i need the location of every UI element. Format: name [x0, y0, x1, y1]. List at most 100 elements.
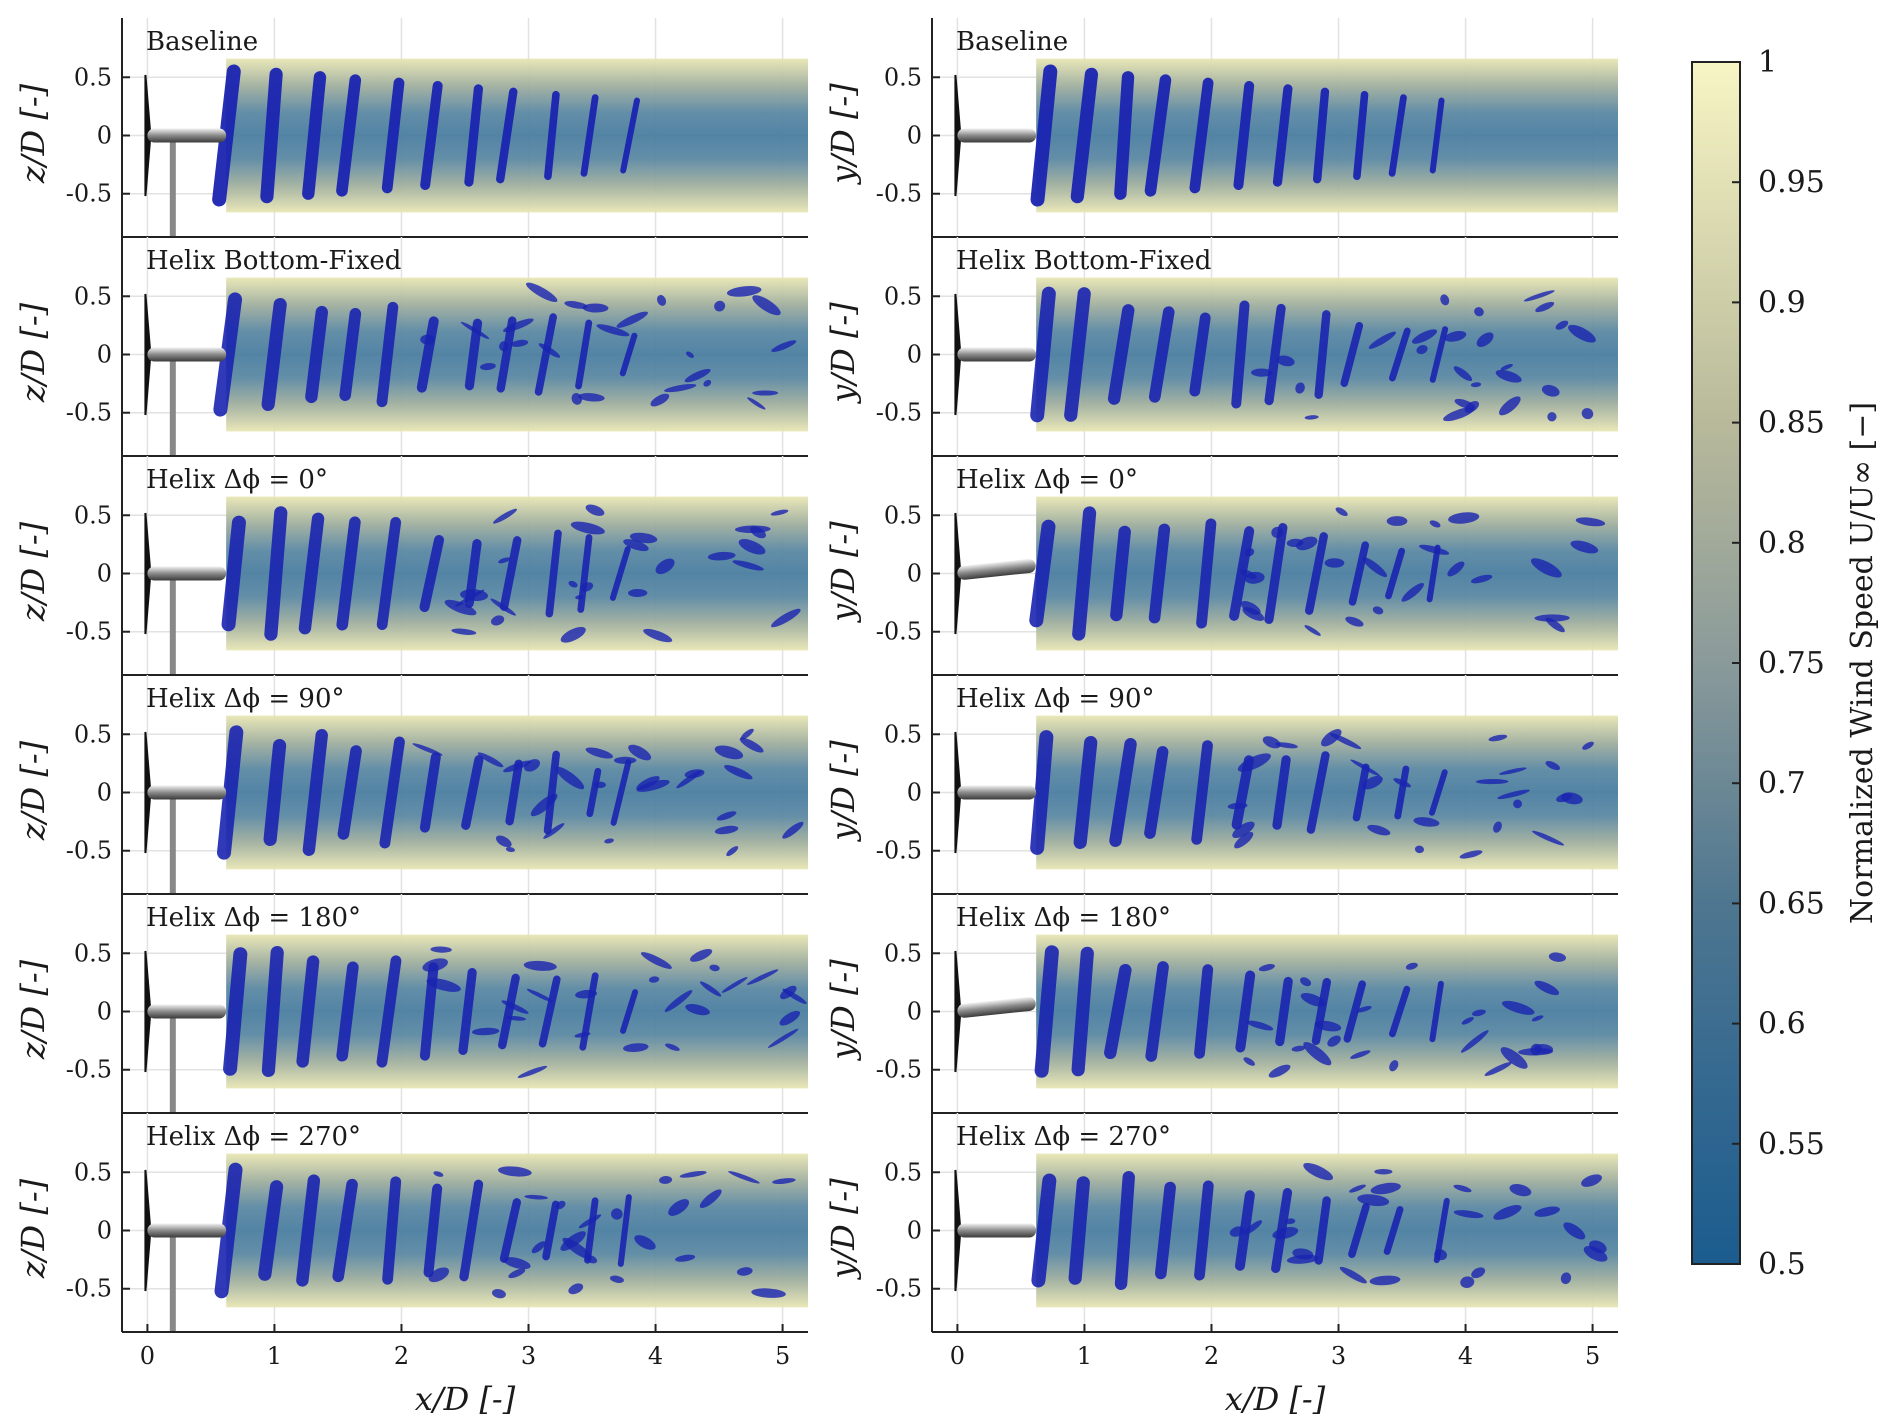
nacelle [957, 347, 1037, 362]
vortex-fragment [1416, 344, 1428, 355]
vortex-fragment [1324, 558, 1345, 568]
y-axis-label: y/D [-] [824, 1178, 862, 1281]
vortex-fragment [629, 532, 658, 544]
vortex-fragment [665, 1043, 680, 1051]
vortex-tube [1305, 532, 1328, 615]
vortex-fragment [1243, 1220, 1263, 1235]
vortex-fragment [1251, 368, 1273, 377]
vortex-fragment [767, 1028, 799, 1048]
colorbar-tick-label: 0.65 [1758, 886, 1825, 921]
vortex-fragment [1350, 759, 1381, 777]
y-tick-label: 0.5 [74, 63, 112, 91]
vortex-fragment [560, 626, 586, 643]
panel-right-2: 0.5 0 -0.5 y/D [-] Helix Bottom-Fixed [824, 237, 1618, 457]
vortex-tube [1348, 541, 1370, 606]
y-tick-label: 0 [97, 341, 112, 369]
vortex-structures [214, 1162, 796, 1299]
vortex-fragment [1500, 1047, 1528, 1069]
tower [169, 354, 176, 456]
panel-left-2: 0.5 0 -0.5 z/D [-] Helix Bottom-Fixed [14, 237, 809, 457]
colorbar-tick-label: 0.7 [1758, 766, 1806, 801]
vortex-fragment [1268, 1064, 1291, 1078]
nacelle [957, 996, 1036, 1018]
colorbar-tick-label: 1 [1758, 45, 1777, 80]
vortex-fragment [1555, 320, 1569, 330]
vortex-fragment [628, 744, 652, 761]
y-tick-label: -0.5 [876, 180, 922, 208]
vortex-fragment [726, 846, 739, 857]
y-tick-label: -0.5 [66, 1056, 112, 1084]
vortex-fragment [1476, 332, 1494, 347]
turbine [144, 512, 227, 675]
vortex-tube [1429, 980, 1444, 1043]
vortex-fragment [1258, 964, 1275, 972]
vortex-fragment [477, 752, 504, 768]
vortex-tube [1189, 77, 1214, 194]
vortex-tube [1314, 1196, 1331, 1265]
vortex-fragment [1335, 507, 1348, 517]
colorbar-tick-label: 0.85 [1758, 406, 1825, 441]
turbine [144, 950, 227, 1113]
y-tick-label: 0.5 [884, 720, 922, 748]
y-tick-label: -0.5 [876, 1056, 922, 1084]
vortex-fragment [1582, 741, 1594, 750]
vortex-fragment [503, 1257, 531, 1270]
panel-left-5: 0.5 0 -0.5 z/D [-] Helix Δϕ = 180° [14, 894, 809, 1114]
panel-right-5: 0.5 0 -0.5 y/D [-] Helix Δϕ = 180° [824, 894, 1618, 1114]
tower [169, 573, 176, 675]
vortex-tube [419, 962, 439, 1061]
vortex-fragment [1296, 536, 1318, 551]
vortex-fragment [1237, 753, 1271, 772]
vortex-fragment [1229, 1226, 1245, 1237]
vortex-fragment [648, 976, 660, 983]
vortex-tube [609, 546, 631, 601]
vortex-fragment [752, 390, 779, 396]
vortex-tube [379, 736, 405, 849]
vortex-fragment [1275, 742, 1298, 749]
vortex-tube [1429, 97, 1445, 174]
vortex-tube [1389, 327, 1411, 382]
vortex-tube [381, 77, 405, 194]
vortex-fragment [1471, 1267, 1486, 1279]
vortex-tube [1264, 303, 1286, 406]
vortex-fragment [1453, 1210, 1484, 1219]
vortex-fragment [1304, 415, 1319, 420]
vortex-fragment [655, 558, 675, 575]
vortex-tube [1196, 518, 1217, 629]
x-tick-label: 4 [648, 1342, 663, 1370]
vortex-fragment [491, 1289, 506, 1299]
colorbar-tick-label: 0.95 [1758, 165, 1825, 200]
vortex-tube [1264, 523, 1288, 624]
vortex-fragment [1447, 561, 1465, 577]
vortex-tube [416, 316, 439, 393]
vortex-fragment [490, 598, 516, 616]
vortex-fragment [499, 341, 509, 352]
vortex-tube [1340, 322, 1364, 387]
vortex-fragment [1367, 824, 1391, 836]
vortex-fragment [732, 560, 764, 571]
vortex-fragment [578, 1214, 602, 1229]
vortex-tube [336, 516, 361, 631]
panel-right-3: 0.5 0 -0.5 y/D [-] Helix Δϕ = 0° [824, 456, 1618, 676]
nacelle [147, 566, 227, 581]
vortex-fragment [498, 557, 511, 564]
vortex-tube [302, 71, 327, 200]
vortex-fragment [699, 981, 722, 997]
y-tick-label: -0.5 [876, 618, 922, 646]
panel-title: Helix Bottom-Fixed [146, 246, 401, 276]
vortex-fragment [1345, 616, 1364, 627]
vortex-fragment [1501, 1000, 1535, 1015]
vortex-fragment [568, 580, 578, 588]
vortex-fragment [585, 504, 605, 516]
vortex-fragment [1531, 1015, 1544, 1022]
vortex-fragment [412, 743, 443, 756]
vortex-fragment [1369, 1275, 1401, 1286]
vortex-fragment [1534, 980, 1560, 996]
vortex-fragment [555, 1200, 566, 1210]
vortex-fragment [505, 847, 515, 852]
vortex-fragment [1414, 845, 1424, 854]
vortex-fragment [1495, 369, 1522, 383]
vortex-fragment [1276, 355, 1295, 367]
tower [169, 1230, 176, 1332]
y-tick-label: 0 [97, 122, 112, 150]
